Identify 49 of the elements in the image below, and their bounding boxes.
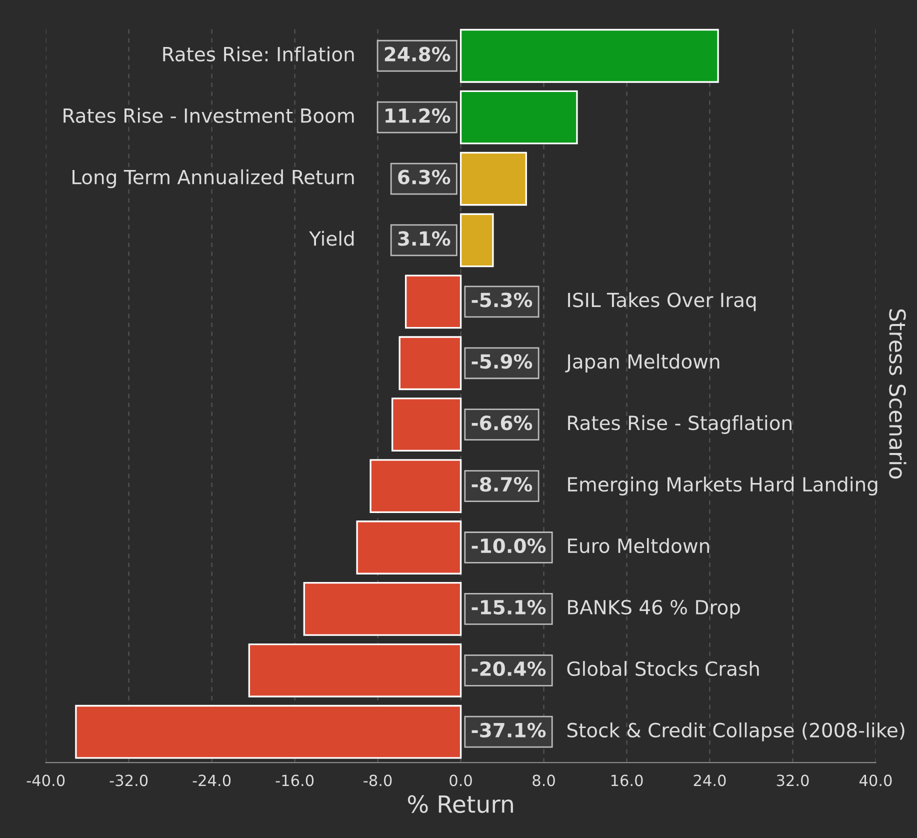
y-tick-label: Rates Rise - Investment Boom (64, 108, 354, 123)
x-tick-label: 40.0 (859, 774, 892, 786)
bar (248, 643, 462, 698)
data-label: 6.3% (398, 170, 450, 184)
y-tick-label: BANKS 46 % Drop (568, 600, 740, 618)
data-label: -15.1% (472, 600, 546, 615)
y-tick-label: Rates Rise - Stagflation (568, 415, 792, 434)
data-label: -5.9% (472, 354, 532, 369)
x-axis-title: % Return (408, 795, 513, 814)
bar (460, 213, 494, 268)
y-tick-label: ISIL Takes Over Iraq (568, 292, 756, 312)
x-tick-label: -40.0 (26, 774, 65, 786)
bar (75, 704, 462, 759)
x-tick-label: -24.0 (192, 774, 231, 786)
x-tick-label: -32.0 (110, 774, 148, 786)
bar (398, 336, 462, 390)
x-tick-label: 24.0 (694, 774, 726, 786)
bar (460, 152, 527, 206)
x-tick-label: 32.0 (776, 774, 809, 786)
data-label: -20.4% (472, 661, 546, 676)
y-tick-label: Yield (309, 230, 354, 246)
bar (404, 274, 462, 329)
y-tick-label: Global Stocks Crash (567, 660, 759, 676)
bar (391, 398, 462, 452)
y-axis-title: Stress Scenario (889, 309, 906, 479)
x-tick-label: 16.0 (611, 774, 643, 786)
y-tick-label: Stock & Credit Collapse (2008-like) (567, 722, 904, 742)
data-label: -6.6% (472, 416, 532, 430)
y-tick-label: Japan Meltdown (565, 354, 720, 373)
bar (356, 520, 462, 574)
bar (460, 90, 578, 144)
bar (370, 459, 462, 513)
data-label: -10.0% (472, 538, 546, 554)
y-tick-label: Emerging Markets Hard Landing (568, 476, 878, 496)
x-tick-label: -16.0 (276, 774, 314, 786)
bar (460, 28, 719, 83)
x-tick-label: 8.0 (532, 774, 555, 786)
data-label: 11.2% (386, 108, 450, 123)
data-label: 3.1% (398, 231, 450, 246)
data-label: -5.3% (472, 292, 532, 308)
x-tick-label: -8.0 (364, 774, 392, 786)
x-tick-label: 0.0 (450, 774, 472, 786)
y-tick-label: Euro Meltdown (568, 538, 710, 554)
y-tick-label: Rates Rise: Inflation (163, 46, 354, 62)
data-label: -8.7% (472, 476, 532, 492)
bar (303, 582, 462, 636)
y-tick-label: Long Term Annualized Return (72, 169, 354, 188)
data-label: 24.8% (384, 46, 450, 62)
data-label: -37.1% (472, 722, 546, 738)
